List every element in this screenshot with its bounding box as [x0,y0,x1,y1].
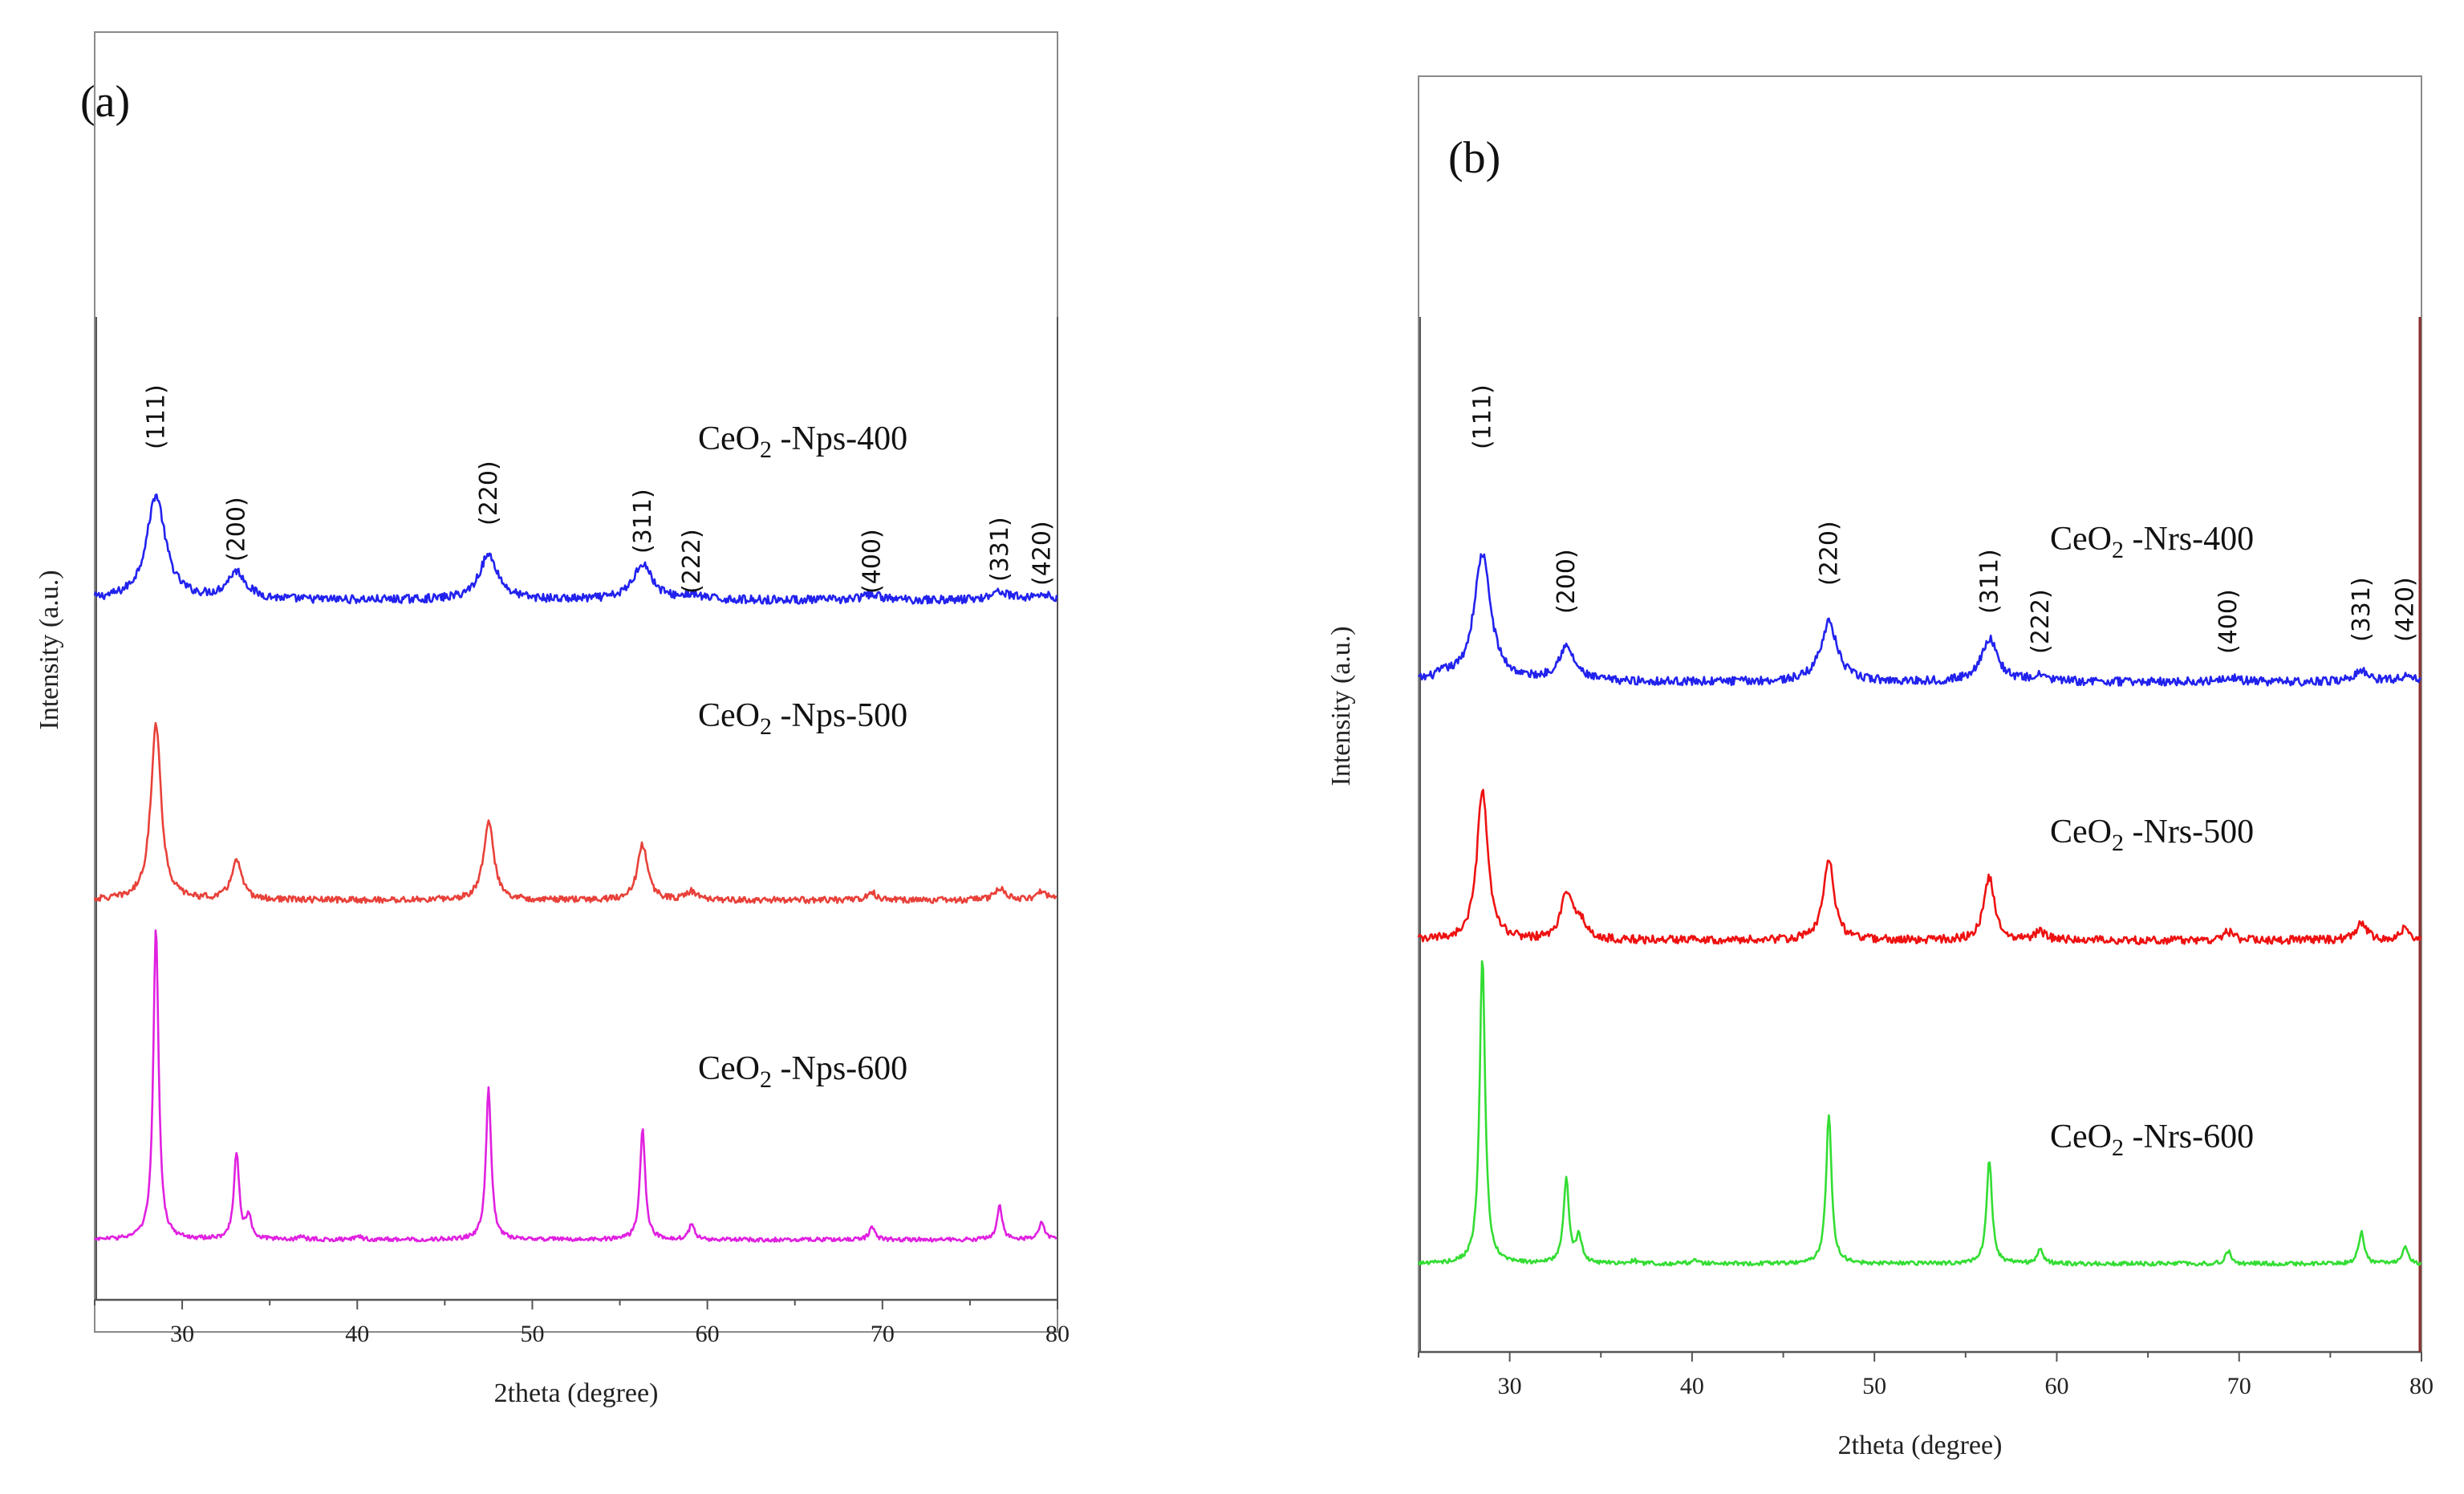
panel-b-series [1417,553,2422,1267]
panel-a-frame [94,31,1058,1333]
x-tick-label: 70 [871,1321,895,1347]
hkl-label: (420) [1028,521,1056,586]
x-tick-label: 30 [170,1321,194,1347]
hkl-label: (331) [986,517,1014,582]
sample-label: CeO2 -Nps-400 [698,420,907,463]
sample-label-prefix: CeO [2050,814,2112,851]
hkl-label: (400) [859,529,887,594]
sample-label-prefix: CeO [698,1050,760,1087]
x-tick-label: 60 [2044,1373,2068,1399]
sample-label: CeO2 -Nps-600 [698,1050,907,1093]
panel-b: 30 40 50 60 70 80 (111) (200) (220) (311) (222) (4… [1326,75,2434,1460]
panel-b-ticks: 30 40 50 60 70 80 [1418,1352,2434,1399]
hkl-label: (311) [629,489,657,554]
sample-label-subscript: 2 [760,436,772,463]
hkl-label: (200) [1553,549,1581,614]
panel-a: 30 40 50 60 70 80 (111) (200) (220) (311) (222) (4… [35,31,1070,1408]
sample-label-prefix: CeO [698,420,760,457]
sample-label-suffix: -Nrs-400 [2124,521,2254,558]
hkl-label: (111) [142,384,170,449]
panel-b-label: (b) [1448,133,1500,183]
series-line-ceo2-nrs-600 [1417,960,2422,1267]
sample-label-suffix: -Nrs-600 [2124,1118,2254,1155]
sample-label-subscript: 2 [2112,537,2124,563]
hkl-label: (222) [2027,589,2055,654]
hkl-label: (331) [2348,577,2376,642]
sample-label: CeO2 -Nrs-600 [2050,1118,2254,1161]
sample-label: CeO2 -Nps-500 [698,697,907,740]
sample-label-suffix: -Nps-400 [772,420,907,457]
sample-label: CeO2 -Nrs-500 [2050,814,2254,856]
x-tick-label: 50 [520,1321,544,1347]
hkl-label: (220) [1815,521,1843,586]
x-tick-label: 50 [1862,1373,1886,1399]
sample-label: CeO2 -Nrs-400 [2050,521,2254,563]
panel-a-hkl-labels: (111) (200) (220) (311) (222) (400) (331) (420) [142,384,1056,594]
x-tick-label: 70 [2227,1373,2251,1399]
panel-a-label: (a) [80,77,130,127]
panel-a-y-axis-title: Intensity (a.u.) [35,570,64,729]
sample-label-prefix: CeO [698,697,760,734]
panel-b-x-axis-title: 2theta (degree) [1838,1431,2003,1460]
sample-label-suffix: -Nps-600 [772,1050,907,1087]
panel-a-x-axis-title: 2theta (degree) [494,1378,659,1408]
x-tick-label: 80 [1045,1321,1070,1347]
series-line-ceo2-nrs-500 [1417,789,2422,946]
x-tick-label: 30 [1498,1373,1522,1399]
sample-label-prefix: CeO [2050,521,2112,558]
series-line-ceo2-nps-400 [93,493,1058,605]
series-line-ceo2-nrs-400 [1418,553,2422,687]
panel-a-ticks: 30 40 50 60 70 80 [94,1300,1070,1347]
sample-label-subscript: 2 [2112,830,2124,856]
sample-label-suffix: -Nps-500 [772,697,907,734]
hkl-label: (222) [678,529,706,594]
hkl-label: (420) [2392,577,2420,642]
panel-b-hkl-labels: (111) (200) (220) (311) (222) (400) (331) (420) [1469,384,2420,654]
series-line-ceo2-nps-500 [93,721,1057,904]
hkl-label: (311) [1975,549,2003,614]
hkl-label: (220) [475,461,503,526]
hkl-label: (111) [1469,384,1497,449]
panel-b-y-axis-title: Intensity (a.u.) [1326,626,1356,786]
x-tick-label: 80 [2409,1373,2434,1399]
x-tick-label: 40 [1680,1373,1704,1399]
x-tick-label: 60 [696,1321,720,1347]
sample-label-suffix: -Nrs-500 [2124,814,2254,851]
x-tick-label: 40 [345,1321,369,1347]
series-line-ceo2-nps-600 [94,929,1057,1243]
sample-label-subscript: 2 [2112,1135,2124,1161]
sample-label-subscript: 2 [760,1066,772,1093]
panel-a-series [93,493,1058,1243]
sample-label-prefix: CeO [2050,1118,2112,1155]
hkl-label: (400) [2214,589,2243,654]
sample-label-subscript: 2 [760,713,772,740]
hkl-label: (200) [223,497,251,562]
panel-b-frame [1418,75,2422,1353]
